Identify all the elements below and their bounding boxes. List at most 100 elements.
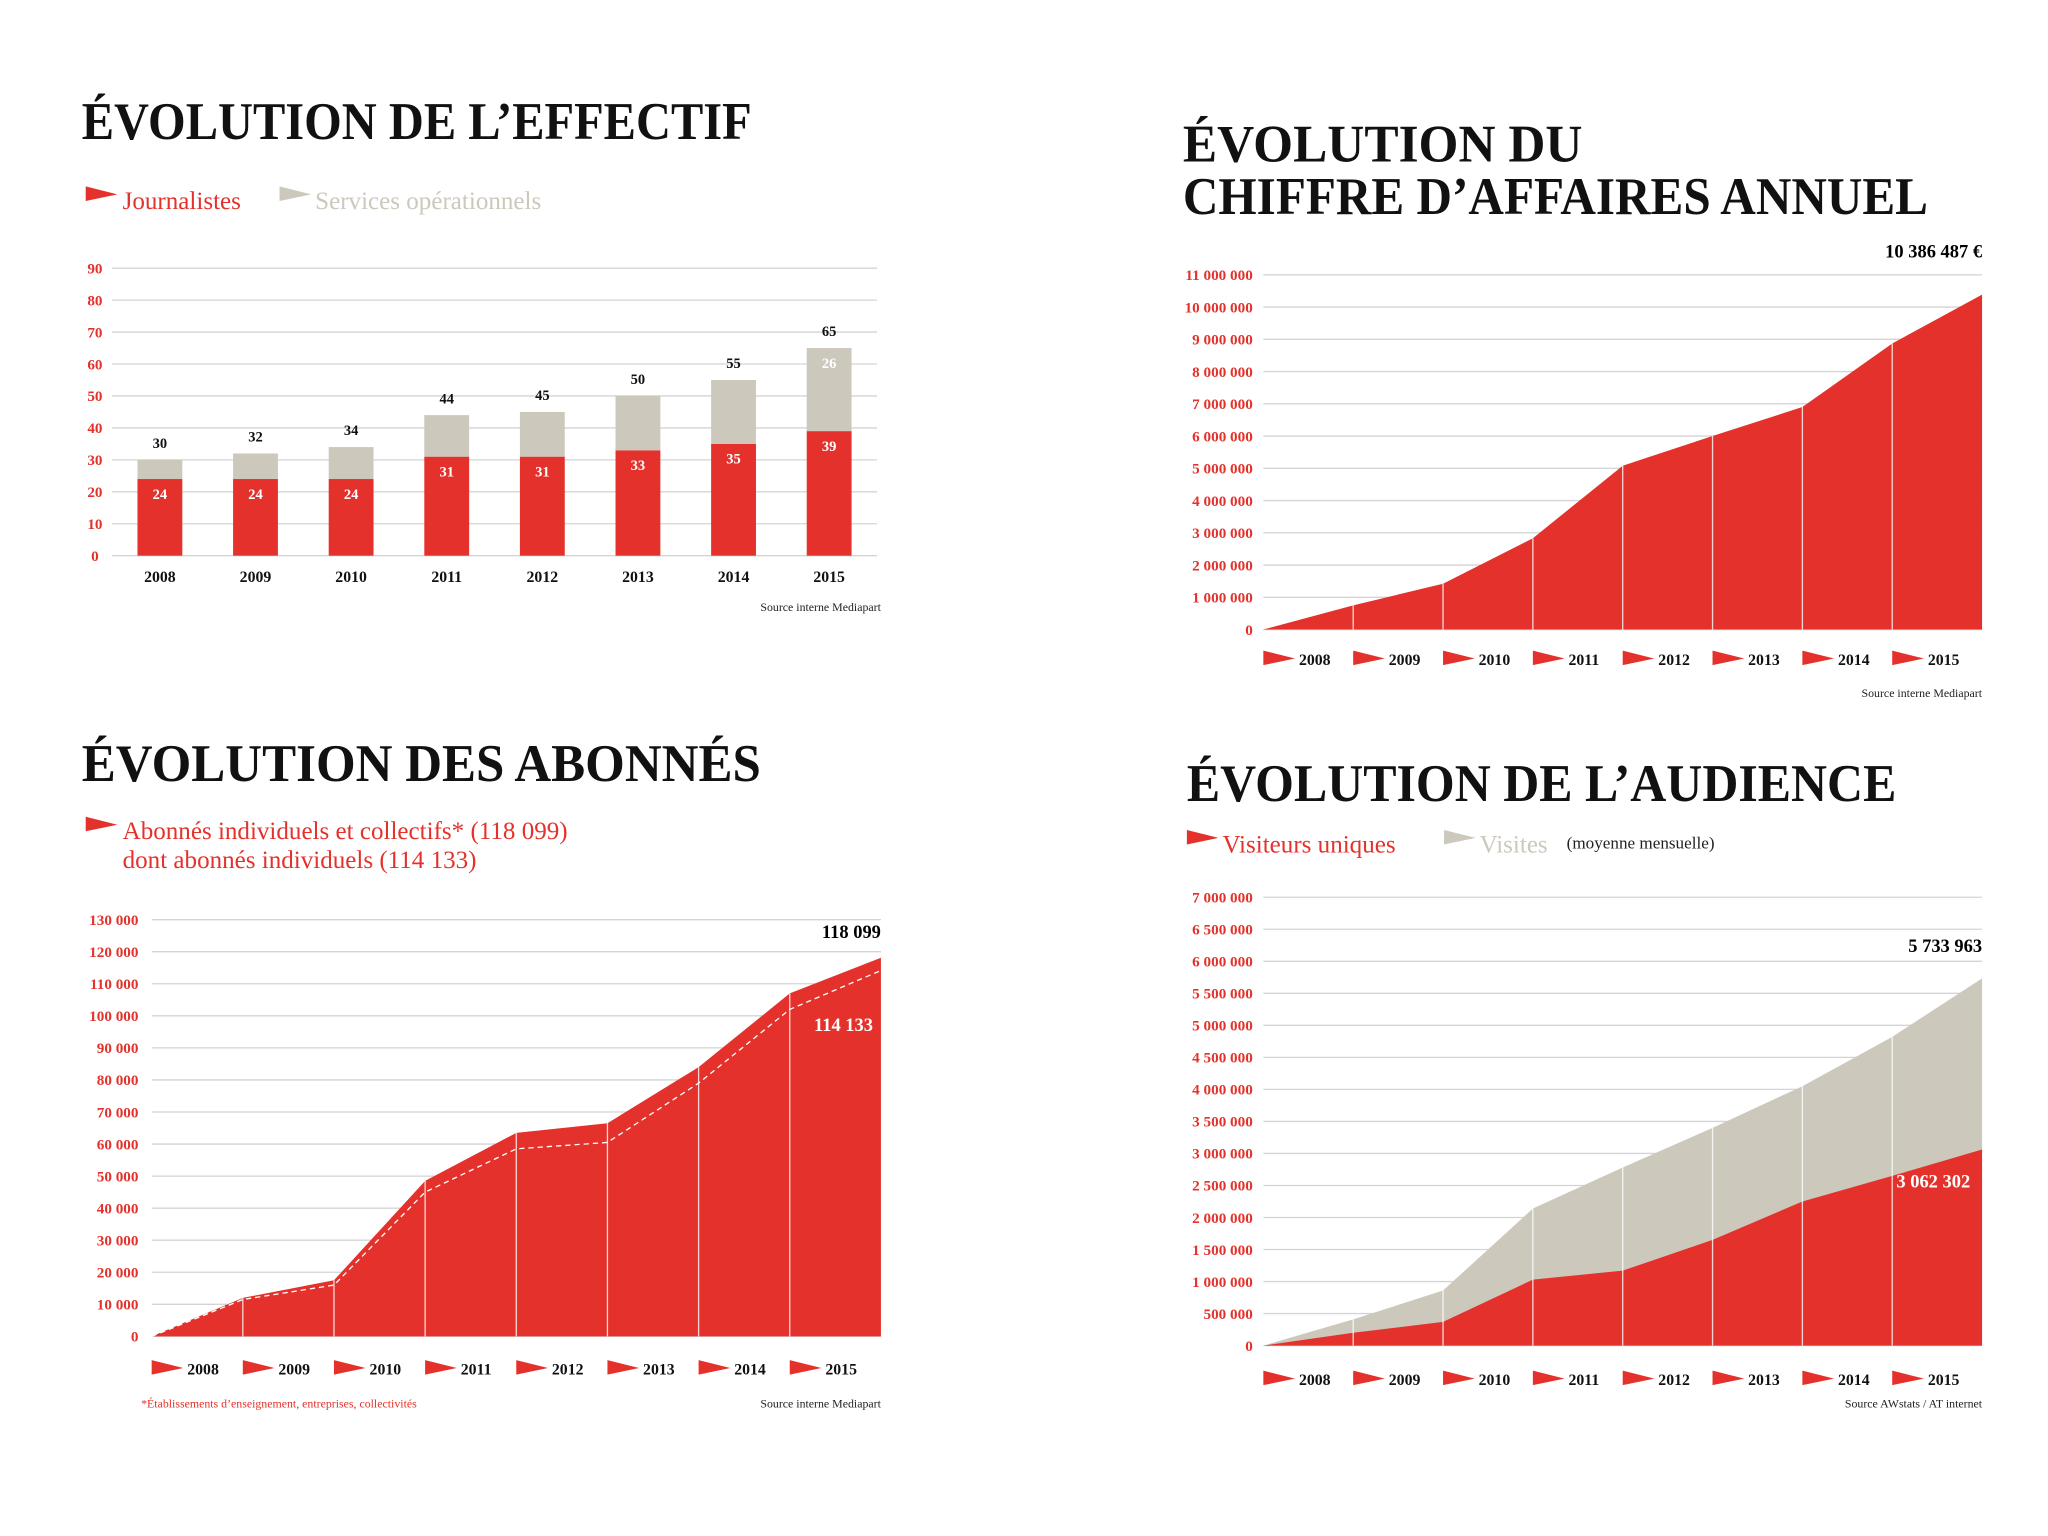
x-tick-label: 2008 [144, 569, 176, 586]
value-label: 10 386 487 € [1885, 242, 1983, 262]
y-tick-label: 500 000 [1204, 1306, 1253, 1323]
category-marker [1532, 650, 1565, 666]
legend-marker [85, 186, 118, 201]
bar-segment [328, 447, 374, 480]
y-tick-label: 4 000 000 [1192, 1082, 1253, 1099]
x-tick-label: 2014 [1838, 652, 1870, 669]
category-marker [151, 1360, 184, 1375]
footnote: *Établissements d’enseignement, entrepri… [141, 1397, 417, 1411]
category-marker [1802, 650, 1835, 666]
y-tick-label: 6 500 000 [1192, 922, 1253, 939]
source: Source AWstats / AT internet [1845, 1397, 1983, 1411]
x-tick-label: 2012 [1658, 652, 1690, 669]
y-tick-label: 2 000 000 [1192, 557, 1253, 574]
x-tick-label: 2008 [1299, 652, 1331, 669]
y-tick-label: 30 000 [97, 1232, 139, 1249]
y-tick-label: 3 500 000 [1192, 1114, 1253, 1131]
x-tick-label: 2014 [734, 1362, 766, 1379]
y-tick-label: 50 000 [97, 1168, 139, 1185]
total-label: 45 [535, 388, 550, 404]
category-marker [333, 1360, 366, 1375]
bar-segment [233, 479, 278, 556]
chart-title: ÉVOLUTION DU [1183, 115, 1583, 173]
legend-label: dont abonnés individuels (114 133) [123, 847, 477, 874]
bar-segment [519, 411, 565, 457]
y-tick-label: 40 [87, 420, 102, 437]
chart-title: ÉVOLUTION DES ABONNÉS [82, 735, 761, 793]
legend-note: (moyenne mensuelle) [1567, 833, 1715, 852]
legend-marker [85, 816, 118, 832]
value-label: 31 [439, 464, 454, 480]
y-tick-label: 120 000 [89, 944, 138, 961]
bar-segment [137, 479, 183, 556]
y-tick-label: 0 [1245, 622, 1253, 639]
category-marker [1712, 1370, 1745, 1386]
category-marker [1712, 650, 1745, 666]
value-label: 24 [153, 487, 168, 503]
bar-segment [328, 479, 374, 556]
category-marker [1802, 1370, 1835, 1386]
x-tick-label: 2011 [431, 569, 462, 586]
x-tick-label: 2008 [187, 1362, 219, 1379]
y-tick-label: 50 [87, 388, 102, 405]
legend-label: Abonnés individuels et collectifs* (118 … [123, 818, 568, 845]
bar-segment [711, 379, 756, 444]
y-tick-label: 0 [91, 548, 99, 565]
category-marker [1443, 1370, 1475, 1386]
bar-segment [615, 395, 661, 451]
y-tick-label: 2 500 000 [1192, 1178, 1253, 1195]
y-tick-label: 90 000 [97, 1040, 139, 1057]
x-tick-label: 2015 [825, 1362, 857, 1379]
x-tick-label: 2015 [1928, 652, 1960, 669]
y-tick-label: 10 [87, 516, 102, 533]
legend-label: Journalistes [123, 188, 241, 215]
x-tick-label: 2011 [1568, 652, 1599, 669]
value-label: 26 [822, 356, 837, 372]
total-label: 32 [248, 430, 263, 446]
category-marker [698, 1360, 731, 1375]
x-tick-label: 2008 [1299, 1372, 1331, 1389]
value-label: 5 733 963 [1908, 936, 1982, 956]
y-tick-label: 7 000 000 [1192, 396, 1253, 413]
category-marker [1622, 650, 1655, 666]
x-tick-label: 2014 [718, 569, 750, 586]
x-tick-label: 2009 [1389, 652, 1421, 669]
value-label: 31 [535, 464, 550, 480]
category-marker [1263, 1370, 1296, 1386]
y-tick-label: 5 000 000 [1192, 1018, 1253, 1035]
chart-title: ÉVOLUTION DE L’AUDIENCE [1187, 755, 1896, 813]
y-tick-label: 3 000 000 [1192, 1146, 1253, 1163]
y-tick-label: 110 000 [90, 976, 138, 993]
x-tick-label: 2014 [1838, 1372, 1870, 1389]
y-tick-label: 80 [87, 292, 102, 309]
chart-title: ÉVOLUTION DE L’EFFECTIF [82, 93, 752, 151]
source: Source interne Mediapart [760, 1397, 881, 1411]
y-tick-label: 130 000 [89, 912, 138, 929]
y-tick-label: 4 500 000 [1192, 1050, 1253, 1067]
y-tick-label: 0 [1245, 1338, 1253, 1355]
x-tick-label: 2011 [1568, 1372, 1599, 1389]
category-marker [1892, 1370, 1924, 1386]
x-tick-label: 2009 [240, 569, 272, 586]
x-tick-label: 2010 [370, 1362, 402, 1379]
category-marker [1622, 1370, 1655, 1386]
category-marker [607, 1360, 640, 1375]
category-marker [1263, 650, 1296, 666]
x-tick-label: 2013 [643, 1362, 675, 1379]
legend-marker [1186, 829, 1219, 845]
y-tick-label: 0 [131, 1329, 139, 1346]
category-marker [1353, 650, 1385, 666]
y-tick-label: 30 [87, 452, 102, 469]
x-tick-label: 2013 [622, 569, 654, 586]
bar-segment [519, 456, 565, 556]
y-tick-label: 5 500 000 [1192, 986, 1253, 1003]
y-tick-label: 5 000 000 [1192, 461, 1253, 478]
category-marker [1532, 1370, 1565, 1386]
value-label: 33 [631, 458, 646, 474]
bar-segment [137, 459, 183, 480]
category-marker [1892, 650, 1924, 666]
value-label: 39 [822, 439, 837, 455]
x-tick-label: 2011 [461, 1362, 492, 1379]
y-tick-label: 80 000 [97, 1072, 139, 1089]
y-tick-label: 20 [87, 484, 102, 501]
